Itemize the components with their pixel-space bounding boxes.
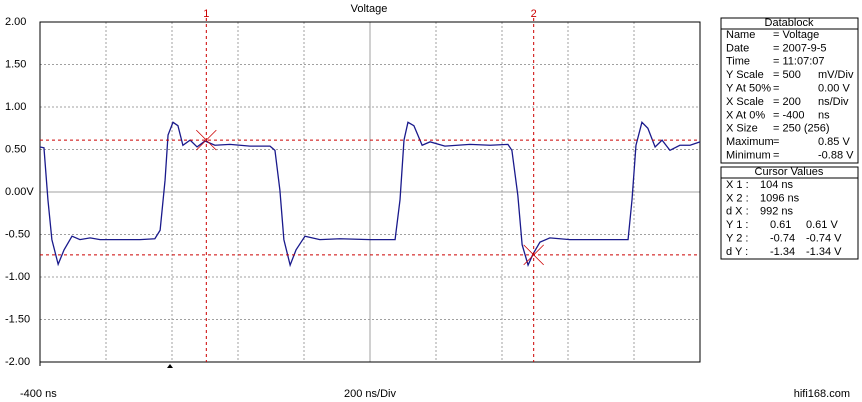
cursor-cross (196, 129, 217, 151)
table-cell: Time (726, 56, 750, 68)
table-cell: = (773, 136, 779, 148)
chart-title: Voltage (351, 3, 388, 15)
table-cell: 104 ns (760, 179, 794, 191)
table-cell: = 500 (773, 69, 801, 81)
table-cell: ns (818, 109, 830, 121)
cursor-values-title: Cursor Values (755, 166, 824, 178)
y-tick-label: 2.00 (5, 16, 26, 28)
table-cell: -1.34 V (806, 246, 842, 258)
waveform (39, 121, 701, 268)
y-tick-label: -1.50 (5, 313, 30, 325)
table-cell: X Scale (726, 96, 764, 108)
table-cell: = (773, 150, 779, 162)
watermark: hifi168.com (794, 388, 850, 400)
table-cell: 0.61 V (806, 219, 838, 231)
y-tick-label: -1.00 (5, 271, 30, 283)
table-cell: = 200 (773, 96, 801, 108)
cursor-values-box (720, 166, 859, 260)
table-cell: X 2 : (726, 192, 749, 204)
table-cell: Date (726, 42, 749, 54)
table-cell: X Size (726, 123, 758, 135)
y-tick-label: 0.00V (5, 186, 34, 198)
table-cell: d X : (726, 206, 749, 218)
table-cell: Y 2 : (726, 233, 748, 245)
table-cell: -0.88 V (818, 150, 854, 162)
plot-frame (39, 21, 701, 363)
table-cell: 992 ns (760, 206, 794, 218)
table-cell: = Voltage (773, 29, 819, 41)
table-cell: Maximum (726, 136, 774, 148)
cursor-label: 2 (531, 8, 537, 20)
table-cell: -0.74 V (806, 233, 842, 245)
table-cell: ns/Div (818, 96, 849, 108)
y-tick-label: -0.50 (5, 228, 30, 240)
datablock-box (720, 17, 859, 164)
table-cell: Minimum (726, 150, 771, 162)
table-cell: = (773, 83, 779, 95)
table-cell: -1.34 (770, 246, 795, 258)
table-cell: = 250 (256) (773, 123, 830, 135)
table-cell: Y At 50% (726, 83, 771, 95)
y-tick-label: 1.00 (5, 101, 26, 113)
x-scale-label: 200 ns/Div (344, 388, 396, 400)
y-tick-label: -2.00 (5, 356, 30, 368)
cursor-label: 1 (203, 8, 209, 20)
table-cell: = 11:07:07 (773, 56, 824, 68)
table-cell: X At 0% (726, 109, 765, 121)
table-cell: 0.00 V (818, 83, 850, 95)
datablock-title: Datablock (765, 17, 814, 29)
table-cell: = 2007-9-5 (773, 42, 827, 54)
y-tick-label: 0.50 (5, 143, 26, 155)
trigger-marker (167, 364, 173, 368)
table-cell: = -400 (773, 109, 805, 121)
table-cell: d Y : (726, 246, 748, 258)
cursor-cross (523, 244, 544, 266)
y-tick-label: 1.50 (5, 58, 26, 70)
table-cell: 0.85 V (818, 136, 850, 148)
table-cell: Y 1 : (726, 219, 748, 231)
table-cell: mV/Div (818, 69, 854, 81)
table-cell: Name (726, 29, 755, 41)
table-cell: Y Scale (726, 69, 764, 81)
table-cell: X 1 : (726, 179, 749, 191)
table-cell: -0.74 (770, 233, 795, 245)
table-cell: 1096 ns (760, 192, 800, 204)
table-cell: 0.61 (770, 219, 791, 231)
x-tick-label: -400 ns (20, 388, 57, 400)
